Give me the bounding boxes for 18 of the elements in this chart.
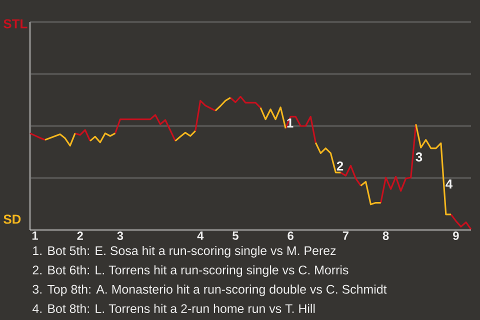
annotation: 3 xyxy=(416,152,422,162)
annotation: 2 xyxy=(336,161,344,171)
x-tick-label: 1 xyxy=(32,232,38,240)
x-tick-label: 8 xyxy=(382,232,389,240)
x-tick-label: 3 xyxy=(117,232,124,240)
text: 1. Bot 5th: E. Sosa hit a run-scoring single vs M. Perez xyxy=(33,246,336,258)
text: 4. Bot 8th: L. Torrens hit a 2-run home run vs T. Hill xyxy=(32,304,315,314)
x-tick-label: 5 xyxy=(232,232,238,240)
x-tick-label: 9 xyxy=(453,232,459,240)
text: 2. Bot 6th: L. Torrens hit a run-scoring single vs C. Morris xyxy=(32,265,348,277)
text: STL xyxy=(4,19,28,28)
x-tick-label: 2 xyxy=(77,232,83,240)
x-tick-label: 7 xyxy=(342,232,349,240)
text: SD xyxy=(4,214,21,224)
annotation: 4 xyxy=(446,180,453,188)
text: 3. Top 8th: A. Monasterio hit a run-scoring double vs C. Schmidt xyxy=(32,284,387,296)
x-tick-label: 6 xyxy=(288,232,294,240)
x-tick-label: 4 xyxy=(197,232,204,240)
